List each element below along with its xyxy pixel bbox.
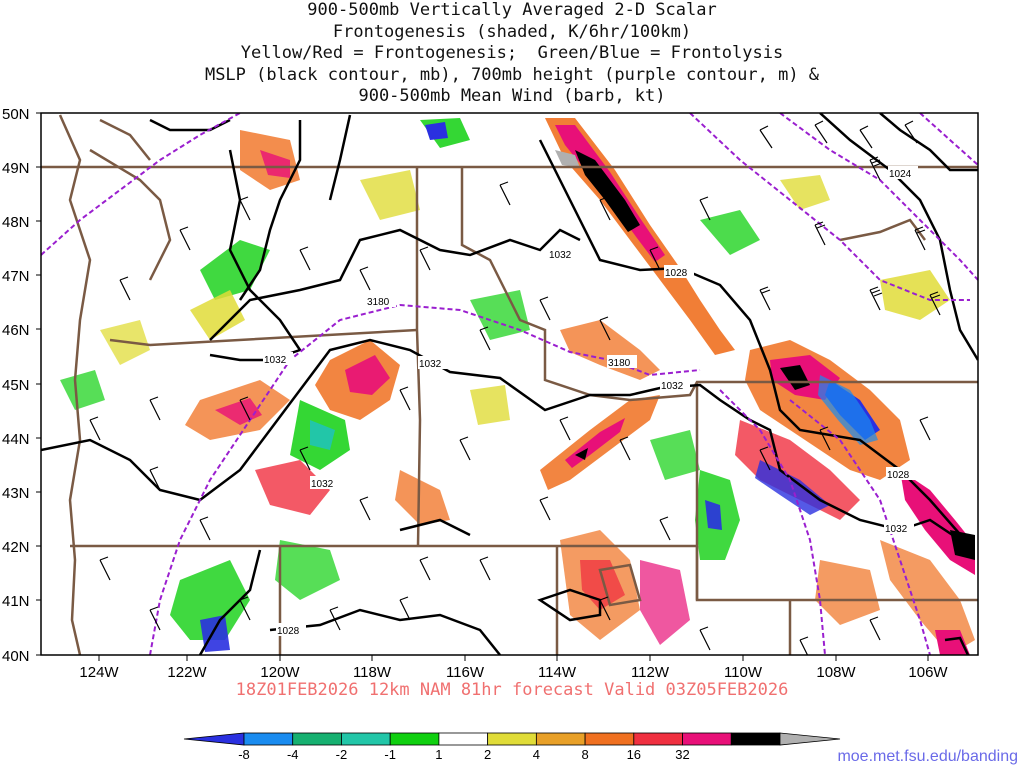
- colorbar-segment: [535, 732, 586, 746]
- lon-label: 122W: [167, 664, 207, 681]
- mslp-label: 1024: [889, 169, 912, 180]
- mslp-label: 1032: [264, 355, 287, 366]
- colorbar-segment: [341, 732, 391, 746]
- lon-label: 108W: [816, 664, 856, 681]
- lon-label: 124W: [79, 664, 119, 681]
- height-label: 3180: [367, 297, 390, 308]
- footer-url[interactable]: moe.met.fsu.edu/banding: [837, 748, 1018, 765]
- wind-barbs: [89, 120, 941, 655]
- mslp-label: 1032: [661, 381, 684, 392]
- colorbar-segment: [438, 732, 489, 746]
- colorbar-label: -4: [287, 747, 299, 762]
- mslp-label: 1028: [277, 626, 300, 637]
- contour-labels: 1032 1032 1032 1032 1032 1028 1024 1028 …: [263, 166, 918, 637]
- colorbar-segment: [183, 732, 245, 746]
- mslp-label: 1032: [419, 359, 442, 370]
- colorbar-label: -2: [336, 747, 348, 762]
- title-line-4: MSLP (black contour, mb), 700mb height (…: [204, 64, 820, 85]
- colorbar-segment: [584, 732, 635, 746]
- lat-label: 44N: [2, 431, 30, 448]
- lon-label: 118W: [353, 664, 392, 681]
- mslp-label: 1032: [311, 479, 334, 490]
- colorbar-segment: [682, 732, 732, 746]
- mslp-contours: [41, 113, 978, 655]
- frontogenesis-shading: [60, 118, 975, 655]
- lon-label: 120W: [260, 664, 300, 681]
- valid-time-line: 18Z01FEB2026 12km NAM 81hr forecast Vali…: [235, 680, 789, 700]
- lat-label: 49N: [2, 160, 30, 177]
- lon-label: 114W: [538, 664, 577, 681]
- lon-label: 116W: [446, 664, 485, 681]
- lat-label: 50N: [2, 106, 30, 123]
- colorbar-label: 2: [484, 747, 491, 762]
- colorbar-segment: [389, 732, 440, 746]
- colorbar-label: 4: [533, 747, 540, 762]
- lon-label: 112W: [631, 664, 670, 681]
- axis-ticks: [36, 112, 929, 661]
- mslp-label: 1032: [885, 524, 908, 535]
- lat-label: 48N: [2, 214, 30, 231]
- colorbar-segment: [243, 732, 294, 746]
- colorbar-label: 1: [435, 747, 442, 762]
- lat-label: 47N: [2, 268, 30, 285]
- colorbar-segment: [730, 732, 781, 746]
- height-label: 3180: [608, 358, 631, 369]
- colorbar-segment: [633, 732, 683, 746]
- longitude-labels: 124W 122W 120W 118W 116W 114W 112W 110W …: [79, 664, 948, 681]
- title-line-1: 900-500mb Vertically Averaged 2-D Scalar: [307, 0, 717, 20]
- colorbar-segment: [292, 732, 342, 746]
- mslp-label: 1028: [665, 268, 688, 279]
- colorbar-label: -1: [384, 747, 396, 762]
- lat-label: 46N: [2, 322, 30, 339]
- height-contours: [41, 113, 978, 655]
- title-line-2: Frontogenesis (shaded, K/6hr/100km): [332, 21, 692, 42]
- mslp-label: 1032: [549, 250, 572, 261]
- lon-label: 110W: [724, 664, 763, 681]
- colorbar-segment: [487, 732, 537, 746]
- lat-label: 41N: [2, 593, 30, 610]
- lat-label: 42N: [2, 539, 30, 556]
- title-line-5: 900-500mb Mean Wind (barb, kt): [358, 86, 666, 106]
- lat-label: 45N: [2, 377, 30, 394]
- title-line-3: Yellow/Red = Frontogenesis; Green/Blue =…: [240, 43, 784, 63]
- lat-label: 40N: [2, 648, 30, 665]
- colorbar-segment: [779, 732, 841, 746]
- colorbar-label: 32: [675, 747, 689, 762]
- mslp-label: 1028: [887, 470, 910, 481]
- colorbar: -8 -4 -2 -1 1 2 4 8 16 32: [183, 732, 841, 762]
- colorbar-label: 16: [627, 747, 641, 762]
- colorbar-label: -8: [238, 747, 250, 762]
- lon-label: 106W: [908, 664, 948, 681]
- colorbar-label: 8: [581, 747, 588, 762]
- map-title: 900-500mb Vertically Averaged 2-D Scalar…: [0, 0, 1024, 108]
- latitude-labels: 50N 49N 48N 47N 46N 45N 44N 43N 42N 41N …: [2, 106, 30, 665]
- lat-label: 43N: [2, 485, 30, 502]
